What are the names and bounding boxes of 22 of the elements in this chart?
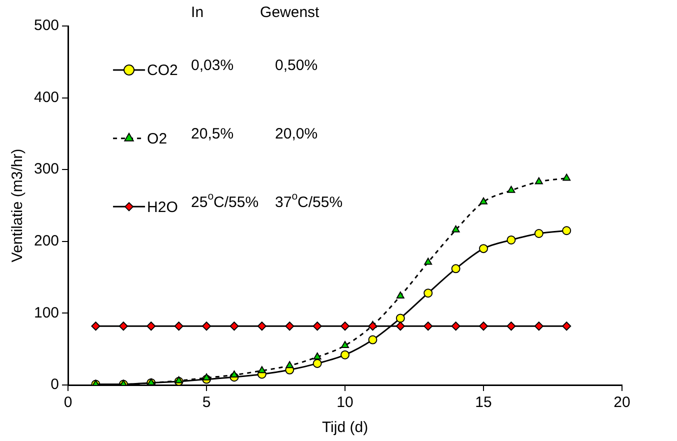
x-axis-title: Tijd (d) <box>322 419 368 436</box>
y-tick-label: 0 <box>50 376 60 394</box>
legend-label: CO2 <box>147 62 178 80</box>
legend-label: O2 <box>147 130 168 148</box>
x-tick-label: 20 <box>614 394 630 412</box>
annotation: 20,0% <box>275 125 318 142</box>
y-axis-title: Ventilatie (m3/hr) <box>9 148 26 262</box>
y-tick-label: 500 <box>34 17 60 34</box>
legend-label: H2O <box>147 198 178 216</box>
y-tick-label: 300 <box>34 160 60 178</box>
text: In <box>191 4 204 22</box>
y-tick-label: 100 <box>34 304 60 322</box>
annotation: 0,03% <box>191 57 234 74</box>
annotation: 0,50% <box>275 57 318 74</box>
y-tick-label: 200 <box>34 232 60 250</box>
annotation: 20,5% <box>191 125 234 142</box>
x-tick-label: 5 <box>202 394 211 412</box>
y-tick-label: 400 <box>34 88 60 106</box>
text: Gewenst <box>260 4 320 22</box>
x-tick-label: 15 <box>475 394 492 412</box>
x-tick-label: 10 <box>336 394 354 412</box>
x-tick-label: 0 <box>64 394 72 412</box>
